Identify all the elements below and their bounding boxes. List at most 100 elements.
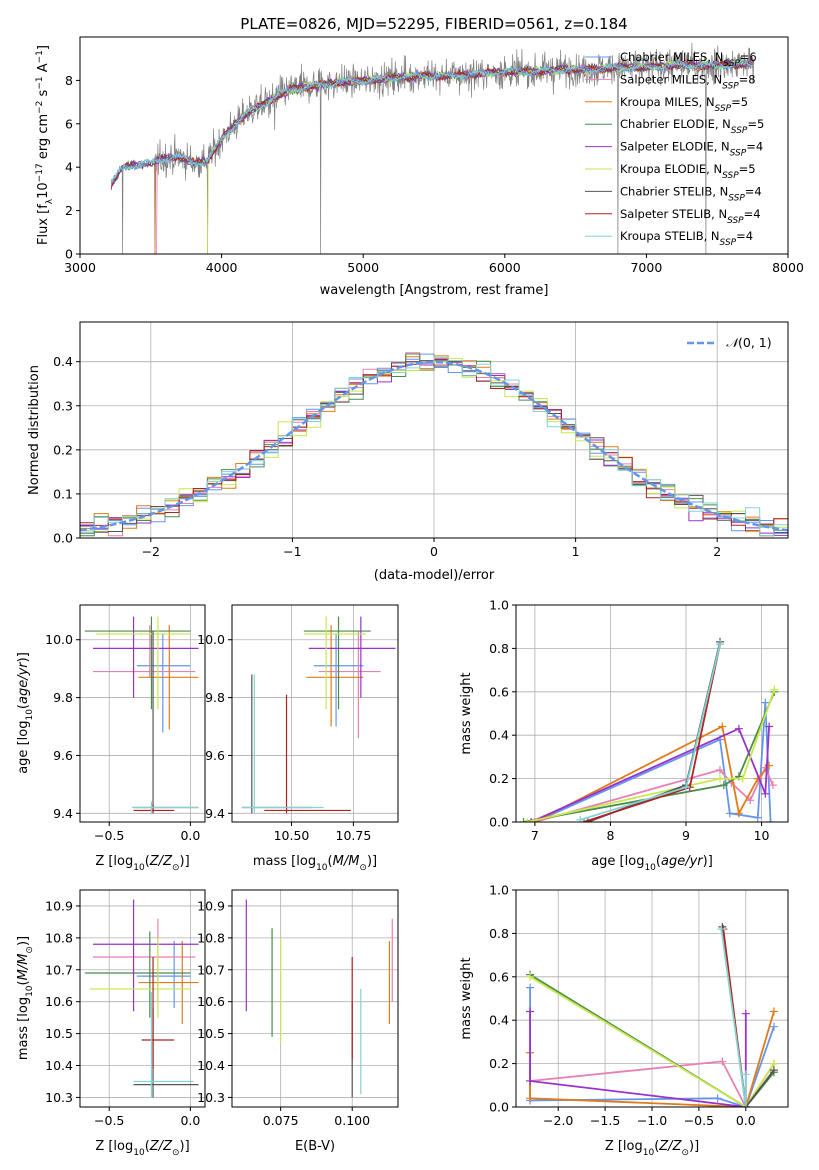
series-marker	[526, 1007, 535, 1016]
errorbar-kroupa-elodie	[303, 616, 366, 710]
series-kroupa-stelib	[576, 640, 724, 822]
series-marker	[734, 809, 743, 818]
model-line-salpeter-miles	[156, 59, 755, 254]
x-tick-label: 0.100	[334, 1113, 370, 1128]
errorbar-chabrier-elodie	[303, 616, 371, 710]
errorbar-kroupa-stelib	[241, 674, 324, 814]
series-marker	[738, 774, 747, 783]
panel-mass-vs-Z: −0.5 0.0 10.3 10.4 10.5 10.6 10.7 10.8 10.9 mass …	[16, 889, 206, 1158]
x-tick-label: 0.075	[263, 1113, 299, 1128]
x-tick-label: −0.5	[94, 828, 124, 843]
model-line-chabrier-stelib	[110, 59, 754, 189]
series-marker	[718, 1057, 727, 1066]
plot-area	[80, 352, 788, 537]
y-axis-label: age [log10(age/yr)]	[16, 652, 35, 774]
series-kroupa-elodie	[523, 685, 779, 822]
x-tick-label: 10.50	[274, 828, 310, 843]
y-tick-label: 10.5	[45, 1026, 73, 1041]
y-axis-label: mass weight	[459, 672, 474, 754]
series-line	[527, 689, 776, 822]
errorbar-chabrier-stelib	[241, 674, 312, 814]
axes-frame	[231, 604, 399, 823]
y-tick-label: 0.4	[53, 354, 73, 369]
series-line	[721, 926, 775, 1107]
series-marker	[761, 789, 770, 798]
series-line	[529, 976, 775, 1107]
spectrum-legend: Chabrier MILES, NSSP=6 Salpeter MILES, NS…	[585, 50, 764, 248]
y-tick-label: 0.4	[489, 728, 509, 743]
y-tick-label: 10.7	[197, 962, 225, 977]
panel-age-vs-Z: −0.5 0.0 9.4 9.6 9.8 10.0 age [log10(age/yr)] Z…	[16, 604, 206, 873]
y-tick-label: 10.3	[45, 1090, 73, 1105]
x-tick-label: −0.5	[94, 1113, 124, 1128]
y-tick-label: 10.0	[45, 632, 73, 647]
x-tick-label: 5000	[347, 260, 379, 275]
legend-label: Kroupa STELIB, NSSP=4	[620, 229, 753, 248]
errorbar-salpeter-stelib	[141, 957, 175, 1069]
series-marker	[523, 818, 532, 822]
series-marker	[716, 774, 724, 783]
x-tick-label: 7	[531, 828, 539, 843]
y-tick-label: 10.9	[197, 898, 225, 913]
x-tick-label: 6000	[489, 260, 521, 275]
x-tick-label: 1	[572, 544, 580, 559]
series-marker	[583, 818, 592, 822]
y-tick-label: 9.8	[205, 690, 225, 705]
series-marker	[526, 983, 535, 992]
y-tick-label: 4	[65, 160, 73, 175]
y-tick-label: 10.3	[197, 1090, 225, 1105]
y-axis-label: mass weight	[459, 957, 474, 1039]
series-marker	[526, 1076, 535, 1085]
series-line	[587, 641, 721, 822]
x-tick-label: 8	[606, 828, 614, 843]
plot-area	[245, 899, 393, 1098]
panel-spectrum: 3000 4000 5000 6000 7000 8000 0 2 4 6 8 Chabrier MI…	[35, 36, 804, 298]
series-chabrier-miles	[530, 698, 775, 822]
series-marker	[725, 809, 734, 818]
series-marker	[716, 640, 724, 649]
series-marker	[526, 1094, 535, 1103]
x-tick-label: −1.0	[637, 1113, 667, 1128]
plot-area	[241, 616, 396, 814]
x-tick-label: −1.5	[590, 1113, 620, 1128]
errorbar-salpeter-miles	[318, 631, 381, 739]
y-tick-label: 8	[65, 73, 73, 88]
axes-frame	[79, 889, 206, 1108]
y-tick-label: 9.6	[53, 748, 73, 763]
series-line	[529, 1011, 747, 1107]
series-marker	[769, 1066, 778, 1075]
series-marker	[766, 818, 775, 822]
y-tick-label: 0.8	[489, 641, 509, 656]
series-line	[523, 691, 776, 822]
y-tick-label: 1.0	[489, 883, 509, 898]
axes-frame	[515, 604, 789, 823]
x-tick-label: −0.5	[684, 1113, 714, 1128]
legend-label: Chabrier STELIB, NSSP=4	[620, 184, 762, 203]
series-marker	[769, 1007, 778, 1016]
y-tick-label: 0.0	[53, 531, 73, 546]
x-axis-label: E(B-V)	[295, 1139, 335, 1154]
errorbar-chabrier-miles	[136, 633, 191, 733]
series-marker	[753, 813, 762, 822]
axes-frame	[79, 604, 206, 823]
x-tick-label: −2	[142, 544, 160, 559]
legend-label: Chabrier ELODIE, NSSP=5	[620, 117, 764, 136]
y-tick-label: 0.2	[53, 442, 73, 457]
axes-frame	[79, 36, 789, 255]
series-marker	[768, 781, 777, 790]
x-axis-label: age [log10(age/yr)]	[591, 854, 713, 873]
errorbar-kroupa-stelib	[133, 992, 194, 1098]
errorbar-kroupa-elodie	[89, 937, 191, 1018]
errorbar-salpeter-elodie	[308, 616, 396, 698]
series-marker	[576, 815, 585, 822]
x-tick-label: −2.0	[543, 1113, 573, 1128]
x-axis-label: wavelength [Angstrom, rest frame]	[320, 283, 549, 298]
y-tick-label: 0.4	[489, 1013, 509, 1028]
y-tick-label: 10.5	[197, 1026, 225, 1041]
errorbar-salpeter-stelib	[133, 804, 175, 814]
legend-label: Salpeter ELODIE, NSSP=4	[620, 140, 763, 159]
x-tick-label: 0.0	[736, 1113, 756, 1128]
y-tick-label: 0.8	[489, 926, 509, 941]
panel-residuals: −2 −1 0 1 2 0.0 0.1 0.2 0.3 0.4 𝒩(0, 1) Normed dist…	[27, 321, 789, 583]
